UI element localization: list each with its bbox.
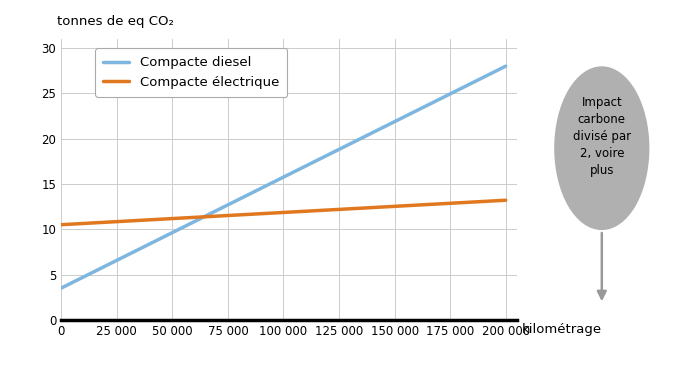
Legend: Compacte diesel, Compacte électrique: Compacte diesel, Compacte électrique — [95, 48, 287, 97]
Text: tonnes de eq CO₂: tonnes de eq CO₂ — [56, 15, 173, 28]
Text: kilométrage: kilométrage — [522, 323, 602, 336]
Text: Impact
carbone
divisé par
2, voire
plus: Impact carbone divisé par 2, voire plus — [573, 96, 631, 177]
